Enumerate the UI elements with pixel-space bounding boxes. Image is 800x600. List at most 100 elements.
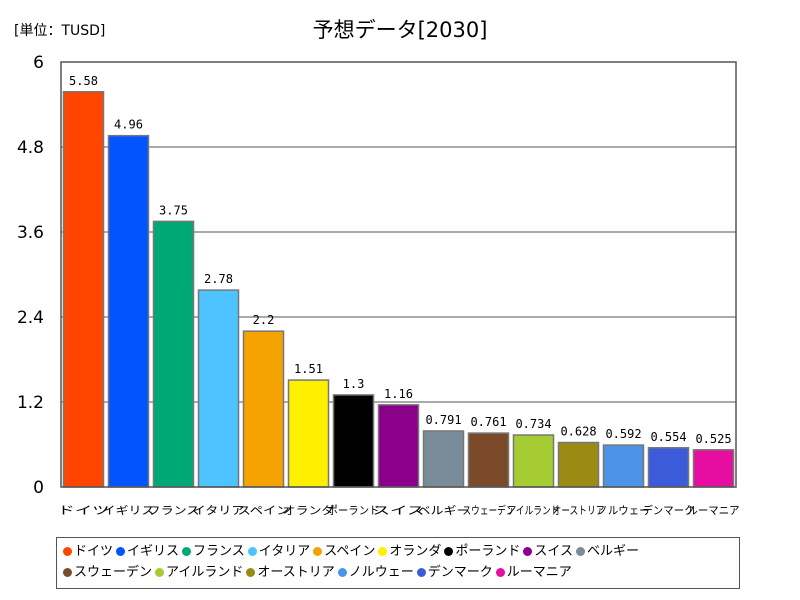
- data-label: 4.96: [114, 118, 143, 132]
- bar: [152, 220, 195, 488]
- legend-label: ノルウェー: [348, 565, 414, 580]
- legend-label: フランス: [193, 544, 245, 559]
- bar: [467, 432, 510, 488]
- legend-swatch: [337, 568, 347, 577]
- legend-label: ルーマニア: [506, 565, 572, 580]
- bar-chart: 0 1.2 2.4 3.6 4.8 6 5.58 ドイツ 4.96 イギリス 3.75 フランス 2.7…: [17, 53, 740, 517]
- legend-swatch: [444, 547, 454, 556]
- x-tick-label: デンマーク: [643, 503, 695, 517]
- legend-swatch: [378, 547, 388, 556]
- x-tick-label: ドイツ: [58, 504, 110, 517]
- legend-swatch: [576, 547, 586, 556]
- legend-label: オランダ: [389, 544, 442, 559]
- legend-item: アイルランド: [155, 562, 243, 583]
- legend-label: イギリス: [127, 544, 180, 559]
- legend-label: イタリア: [258, 544, 311, 559]
- x-tick-label: アイルランド: [508, 504, 560, 517]
- legend-item: スペイン: [313, 541, 375, 562]
- legend-swatch: [63, 568, 72, 577]
- bar: [692, 449, 735, 488]
- bar: [107, 134, 150, 488]
- legend-swatch: [416, 568, 426, 577]
- data-label: 1.51: [294, 362, 323, 376]
- data-label: 0.734: [515, 417, 551, 431]
- data-label: 0.628: [560, 425, 596, 439]
- x-tick-label: オーストリア: [553, 504, 605, 517]
- data-label: 5.58: [69, 74, 98, 88]
- x-tick-label: スペイン: [238, 504, 290, 517]
- bar: [557, 441, 600, 488]
- bar: [647, 447, 690, 488]
- legend-item: デンマーク: [416, 562, 493, 583]
- bar: [602, 444, 645, 488]
- y-tick-label: 2.4: [17, 308, 44, 328]
- legend-label: スウェーデン: [74, 565, 153, 580]
- chart-title: 予想データ[2030]: [312, 18, 488, 42]
- legend-label: オーストリア: [257, 565, 335, 580]
- x-tick-label: スウェーデン: [463, 503, 515, 517]
- data-label: 2.78: [204, 272, 233, 286]
- legend-label: ベルギー: [587, 544, 640, 559]
- data-label: 1.16: [384, 387, 413, 401]
- y-tick-label: 3.6: [17, 223, 44, 243]
- bar: [377, 404, 420, 488]
- legend-label: アイルランド: [166, 565, 244, 580]
- x-tick-label: ノルウェー: [598, 504, 650, 517]
- legend-label: ドイツ: [74, 544, 114, 559]
- bar: [512, 434, 555, 488]
- legend-item: オーストリア: [246, 562, 335, 583]
- x-tick-label: ポーランド: [328, 504, 380, 517]
- legend-item: フランス: [182, 541, 245, 562]
- bar: [62, 91, 105, 488]
- x-tick-label: スイス: [373, 504, 425, 517]
- data-label: 0.791: [425, 413, 461, 427]
- bar: [197, 289, 240, 488]
- legend-swatch: [182, 547, 192, 556]
- x-tick-label: ルーマニア: [688, 504, 740, 517]
- bar: [242, 330, 285, 488]
- data-label: 0.761: [470, 415, 506, 429]
- legend-item: スイス: [523, 541, 573, 562]
- chart-legend: ドイツ イギリス フランス イタリア スペイン オランダ ポーランド スイス ベルギースウェーデ…: [56, 537, 740, 589]
- legend-label: デンマーク: [427, 565, 493, 580]
- x-tick-label: イタリア: [193, 504, 245, 517]
- legend-item: スウェーデン: [63, 562, 152, 583]
- legend-swatch: [116, 547, 126, 556]
- legend-swatch: [246, 568, 256, 577]
- y-tick-label: 6: [33, 53, 44, 73]
- data-label: 0.554: [650, 430, 686, 444]
- legend-item: ドイツ: [63, 541, 113, 562]
- legend-item: イギリス: [116, 541, 179, 562]
- x-tick-label: イギリス: [103, 504, 155, 517]
- y-tick-label: 0: [33, 478, 44, 498]
- legend-item: イタリア: [247, 541, 311, 562]
- legend-item: ルーマニア: [495, 562, 572, 583]
- plot-border: [60, 61, 737, 488]
- legend-item: ポーランド: [444, 541, 520, 562]
- legend-label: ポーランド: [455, 544, 521, 559]
- legend-swatch: [495, 568, 505, 577]
- y-tick-label: 1.2: [17, 393, 44, 413]
- data-label: 2.2: [253, 313, 275, 327]
- data-label: 3.75: [159, 203, 188, 217]
- data-label: 0.525: [695, 432, 731, 446]
- unit-label: [単位：TUSD]: [14, 23, 106, 39]
- data-label: 1.3: [343, 377, 365, 391]
- legend-item: ノルウェー: [337, 562, 414, 583]
- bar: [287, 379, 330, 488]
- legend-item: オランダ: [378, 541, 441, 562]
- legend-label: スイス: [534, 544, 574, 559]
- legend-swatch: [155, 568, 165, 577]
- legend-swatch: [247, 547, 257, 556]
- legend-swatch: [63, 547, 72, 556]
- legend-item: ベルギー: [576, 541, 639, 562]
- x-tick-label: オランダ: [283, 503, 335, 517]
- x-tick-label: フランス: [148, 504, 200, 517]
- data-label: 0.592: [605, 427, 641, 441]
- bar: [422, 430, 465, 488]
- legend-swatch: [313, 547, 323, 556]
- y-tick-label: 4.8: [17, 138, 44, 158]
- x-tick-label: ベルギー: [418, 504, 470, 517]
- bar: [332, 394, 375, 488]
- legend-swatch: [523, 547, 533, 556]
